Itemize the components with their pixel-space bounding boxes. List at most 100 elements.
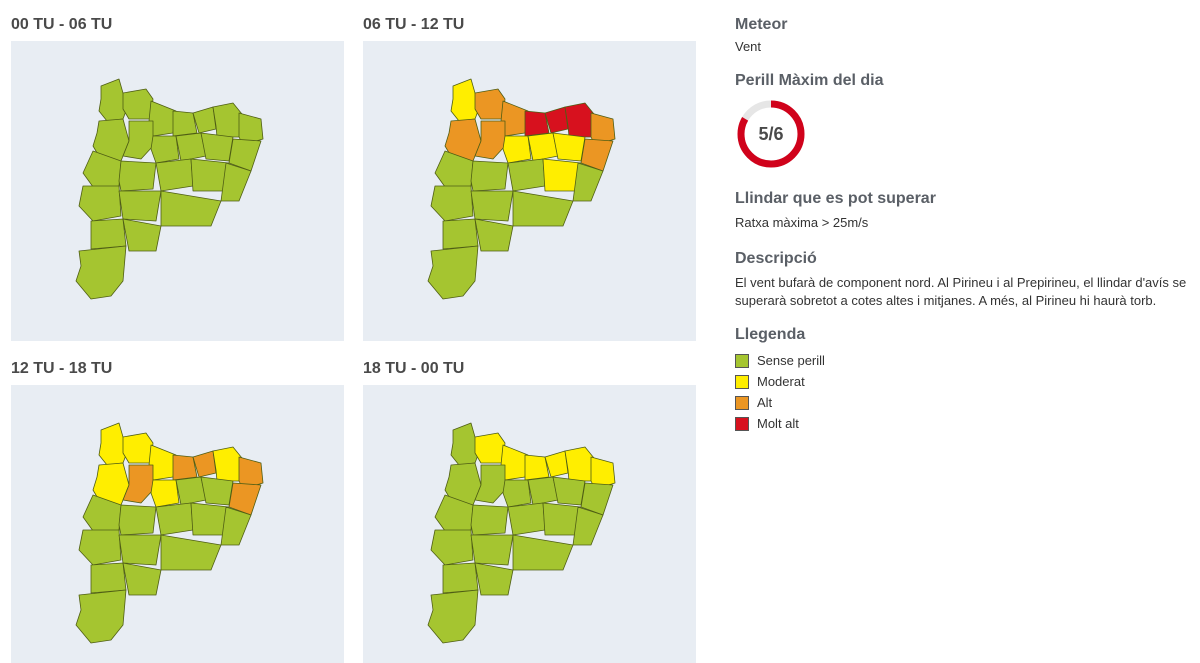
meteor-value: Vent — [735, 39, 762, 54]
danger-level-label: 5/6 — [758, 124, 784, 144]
comarca-region — [160, 534, 222, 571]
threshold-title: Llindar que es pot superar — [735, 190, 936, 207]
comarca-region — [122, 218, 162, 252]
comarca-region — [200, 476, 234, 506]
comarca-region — [474, 464, 506, 504]
comarca-region — [172, 110, 198, 137]
comarca-region — [90, 562, 127, 594]
catalonia-map — [75, 422, 264, 644]
comarca-region — [150, 135, 180, 164]
comarca-region — [572, 506, 604, 546]
panel-title: 00 TU - 06 TU — [11, 16, 113, 33]
comarca-region — [75, 589, 127, 644]
catalonia-map — [427, 422, 616, 644]
comarca-region — [552, 476, 586, 506]
comarca-region — [220, 162, 252, 202]
comarca-region — [118, 504, 157, 536]
comarca-region — [200, 132, 234, 162]
description-title: Descripció — [735, 250, 817, 267]
comarca-region — [470, 190, 514, 222]
map-panel-18-00: 18 TU - 00 TU — [363, 359, 696, 663]
comarca-region — [442, 562, 479, 594]
meteor-title: Meteor — [735, 16, 788, 33]
comarca-region — [552, 132, 586, 162]
comarca-region — [500, 444, 529, 481]
comarca-region — [507, 158, 546, 192]
description-text: El vent bufarà de component nord. Al Pir… — [735, 275, 1187, 308]
legend-list: Sense perill Moderat Alt Molt alt — [735, 350, 1190, 434]
legend-swatch — [735, 353, 749, 368]
comarca-region — [500, 100, 529, 137]
comarca-region — [118, 160, 157, 192]
legend-title: Llegenda — [735, 326, 806, 343]
comarca-region — [118, 534, 162, 566]
legend-swatch — [735, 416, 749, 431]
comarca-region — [470, 160, 509, 192]
comarca-region — [430, 185, 474, 222]
comarca-region — [122, 464, 154, 504]
map-box — [11, 41, 344, 341]
comarca-region — [474, 218, 514, 252]
legend-item-molt-alt: Molt alt — [735, 413, 1190, 434]
comarca-region — [78, 529, 122, 566]
comarca-region — [427, 589, 479, 644]
comarca-region — [474, 88, 506, 120]
legend-swatch — [735, 374, 749, 389]
comarca-region — [155, 502, 194, 536]
comarca-region — [122, 562, 162, 596]
danger-gauge-ring — [737, 100, 805, 168]
comarca-region — [474, 120, 506, 160]
danger-gauge: 5/6 — [735, 98, 807, 170]
comarca-region — [122, 120, 154, 160]
comarca-region — [150, 479, 180, 508]
legend-swatch — [735, 395, 749, 410]
comarca-region — [474, 562, 514, 596]
legend-item-alt: Alt — [735, 392, 1190, 413]
map-panel-06-12: 06 TU - 12 TU — [363, 15, 696, 341]
comarca-region — [524, 110, 550, 137]
map-box — [11, 385, 344, 663]
comarca-region — [122, 432, 154, 464]
comarca-region — [78, 185, 122, 222]
threshold-value: Ratxa màxima > 25m/s — [735, 215, 869, 230]
panel-title: 18 TU - 00 TU — [363, 360, 465, 377]
comarca-region — [512, 534, 574, 571]
panel-title: 12 TU - 18 TU — [11, 360, 113, 377]
comarca-region — [502, 135, 532, 164]
comarca-region — [155, 158, 194, 192]
comarca-region — [122, 88, 154, 120]
comarca-region — [160, 190, 222, 227]
legend-label: Molt alt — [757, 416, 799, 431]
map-box — [363, 385, 696, 663]
legend-label: Sense perill — [757, 353, 825, 368]
map-panel-12-18: 12 TU - 18 TU — [11, 359, 344, 663]
comarca-region — [148, 444, 177, 481]
legend-label: Moderat — [757, 374, 805, 389]
danger-title: Perill Màxim del dia — [735, 72, 884, 89]
comarca-region — [572, 162, 604, 202]
comarca-region — [470, 534, 514, 566]
catalonia-map — [427, 78, 616, 300]
comarca-region — [118, 190, 162, 222]
info-sidebar: Meteor Vent Perill Màxim del dia 5/6 Lli… — [735, 14, 1190, 434]
map-box — [363, 41, 696, 341]
comarca-region — [90, 218, 127, 250]
comarca-region — [427, 245, 479, 300]
legend-item-sense-perill: Sense perill — [735, 350, 1190, 371]
legend-label: Alt — [757, 395, 773, 410]
legend-item-moderat: Moderat — [735, 371, 1190, 392]
comarca-region — [512, 190, 574, 227]
map-panel-00-06: 00 TU - 06 TU — [11, 15, 344, 341]
comarca-region — [172, 454, 198, 481]
comarca-region — [220, 506, 252, 546]
catalonia-map — [75, 78, 264, 300]
comarca-region — [502, 479, 532, 508]
panel-title: 06 TU - 12 TU — [363, 16, 465, 33]
gauge-fill — [737, 100, 805, 168]
comarca-region — [474, 432, 506, 464]
comarca-region — [430, 529, 474, 566]
comarca-region — [524, 454, 550, 481]
comarca-region — [75, 245, 127, 300]
comarca-region — [442, 218, 479, 250]
comarca-region — [470, 504, 509, 536]
